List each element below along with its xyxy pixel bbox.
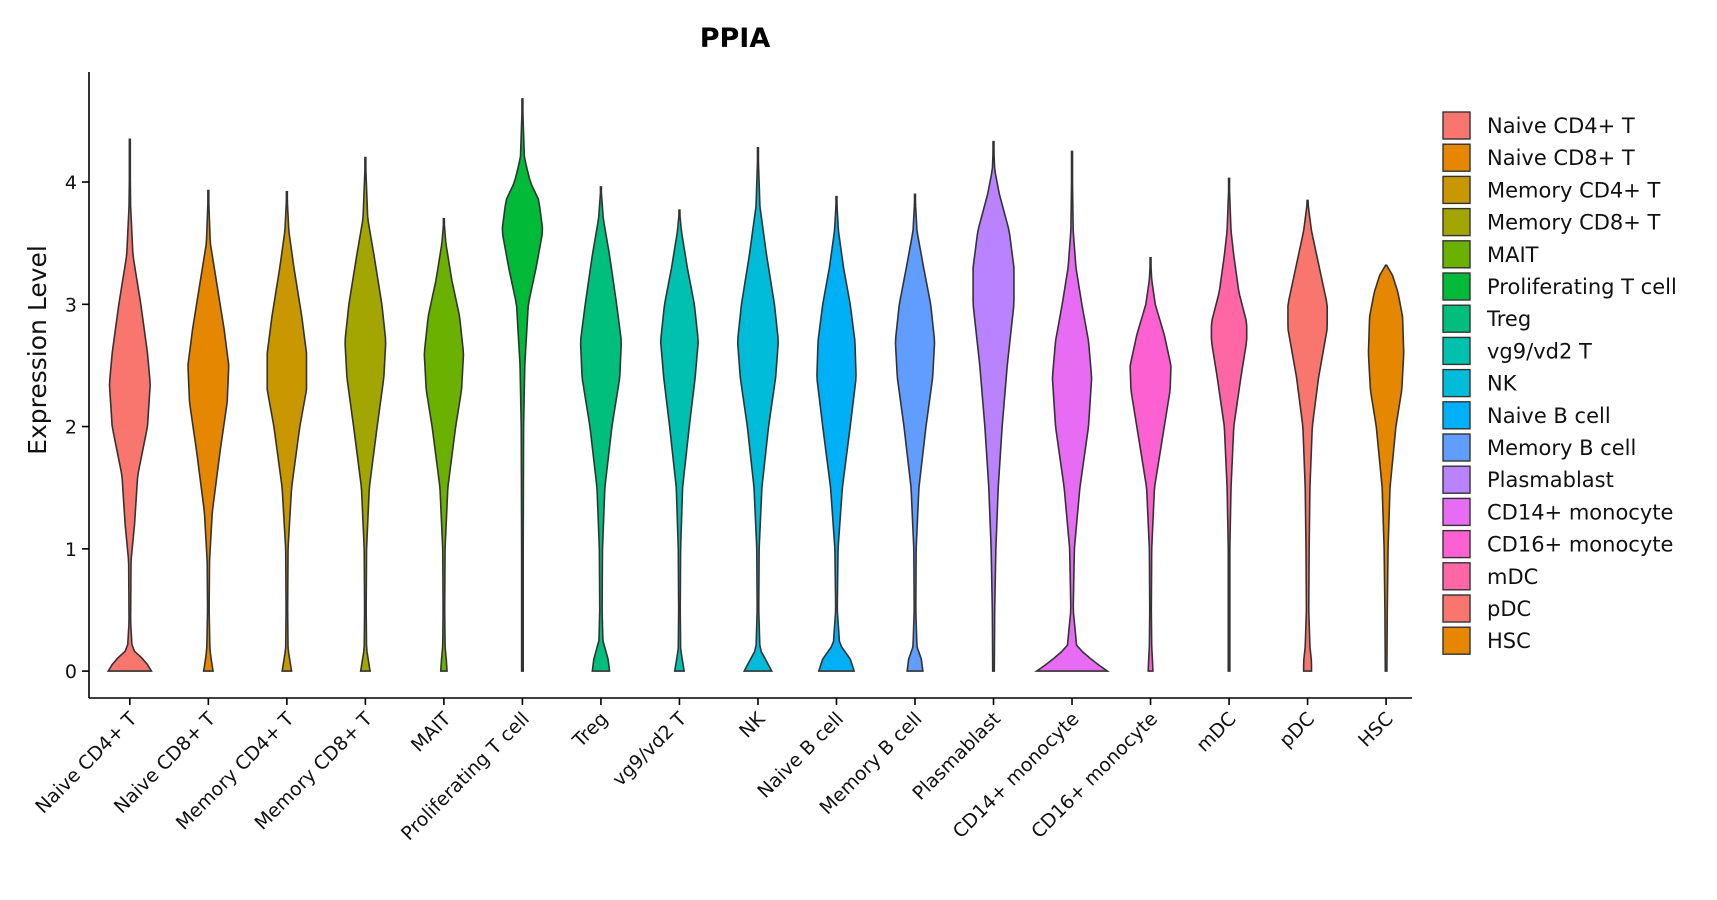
violin-vg9-vd2-t	[659, 209, 699, 672]
legend-swatch-naive-b-cell	[1442, 401, 1471, 430]
y-axis-title: Expression Level	[23, 245, 52, 455]
y-tick-label: 1	[65, 539, 77, 561]
legend: Naive CD4+ T Naive CD8+ T Memory CD4+ T Mem…	[1442, 111, 1677, 655]
legend-swatch-hsc	[1442, 626, 1471, 655]
legend-label-memory-cd4-t: Memory CD4+ T	[1487, 178, 1661, 202]
violin-naive-cd4-t	[106, 138, 153, 672]
legend-label-memory-b-cell: Memory B cell	[1487, 436, 1636, 460]
legend-swatch-vg9-vd2-t	[1442, 336, 1471, 366]
y-tick-label: 0	[65, 661, 77, 683]
legend-swatch-pdc	[1442, 594, 1471, 623]
y-tick-label: 3	[65, 294, 77, 316]
violin-naive-b-cell	[816, 195, 857, 672]
legend-swatch-cd16-monocyte	[1442, 529, 1471, 559]
y-axis-ticks: 0 1 2 3 4	[65, 172, 89, 683]
violin-proliferating-t-cell	[501, 98, 544, 672]
legend-swatch-treg	[1442, 304, 1471, 333]
legend-label-naive-cd4-t: Naive CD4+ T	[1487, 114, 1635, 138]
violin-cd16-monocyte	[1129, 257, 1172, 672]
legend-swatch-naive-cd4-t	[1442, 111, 1471, 140]
violin-memory-b-cell	[894, 193, 936, 672]
x-tick-label-proliferating-t-cell: Proliferating T cell	[397, 708, 534, 845]
legend-swatch-memory-cd8-t	[1442, 207, 1471, 237]
violin-plasmablast	[972, 140, 1015, 672]
legend-swatch-memory-cd4-t	[1442, 175, 1471, 205]
legend-label-naive-b-cell: Naive B cell	[1487, 404, 1611, 428]
legend-swatch-proliferating-t-cell	[1442, 272, 1471, 301]
x-tick-label-vg9-vd2-t: vg9/vd2 T	[608, 708, 691, 791]
legend-label-nk: NK	[1487, 372, 1518, 396]
legend-swatch-cd14-monocyte	[1442, 497, 1471, 527]
legend-swatch-naive-cd8-t	[1442, 143, 1471, 172]
legend-label-hsc: HSC	[1487, 629, 1531, 653]
legend-label-mdc: mDC	[1487, 565, 1538, 589]
violin-mdc	[1210, 177, 1248, 672]
legend-swatch-nk	[1442, 368, 1471, 398]
legend-label-memory-cd8-t: Memory CD8+ T	[1487, 211, 1661, 235]
legend-swatch-mait	[1442, 240, 1471, 269]
legend-label-proliferating-t-cell: Proliferating T cell	[1487, 275, 1677, 299]
legend-label-mait: MAIT	[1487, 243, 1539, 267]
legend-label-vg9-vd2-t: vg9/vd2 T	[1487, 339, 1592, 363]
legend-swatch-plasmablast	[1442, 465, 1471, 494]
violin-mait	[423, 217, 465, 672]
violin-memory-cd4-t	[266, 191, 308, 672]
legend-label-naive-cd8-t: Naive CD8+ T	[1487, 146, 1635, 170]
violin-treg	[579, 186, 623, 672]
violin-naive-cd8-t	[187, 189, 230, 672]
violin-memory-cd8-t	[344, 156, 387, 672]
violin-nk	[736, 147, 779, 672]
legend-label-plasmablast: Plasmablast	[1487, 468, 1614, 492]
legend-label-cd14-monocyte: CD14+ monocyte	[1487, 500, 1673, 524]
chart-title: PPIA	[700, 23, 771, 54]
x-tick-label-mdc: mDC	[1192, 708, 1240, 756]
x-tick-label-pdc: pDC	[1275, 708, 1319, 752]
x-tick-label-treg: Treg	[568, 708, 613, 753]
legend-label-treg: Treg	[1486, 307, 1531, 331]
violin-pdc	[1287, 199, 1328, 672]
y-tick-label: 4	[65, 172, 77, 194]
legend-swatch-mdc	[1442, 562, 1471, 591]
violins-layer	[106, 98, 1405, 672]
x-tick-label-mait: MAIT	[407, 708, 456, 757]
x-tick-label-hsc: HSC	[1354, 708, 1398, 752]
legend-label-pdc: pDC	[1487, 597, 1531, 621]
violin-hsc	[1367, 264, 1405, 672]
x-tick-label-nk: NK	[735, 708, 770, 743]
legend-swatch-memory-b-cell	[1442, 433, 1471, 462]
y-tick-label: 2	[65, 417, 77, 439]
violin-cd14-monocyte	[1034, 150, 1110, 672]
legend-label-cd16-monocyte: CD16+ monocyte	[1487, 533, 1673, 557]
